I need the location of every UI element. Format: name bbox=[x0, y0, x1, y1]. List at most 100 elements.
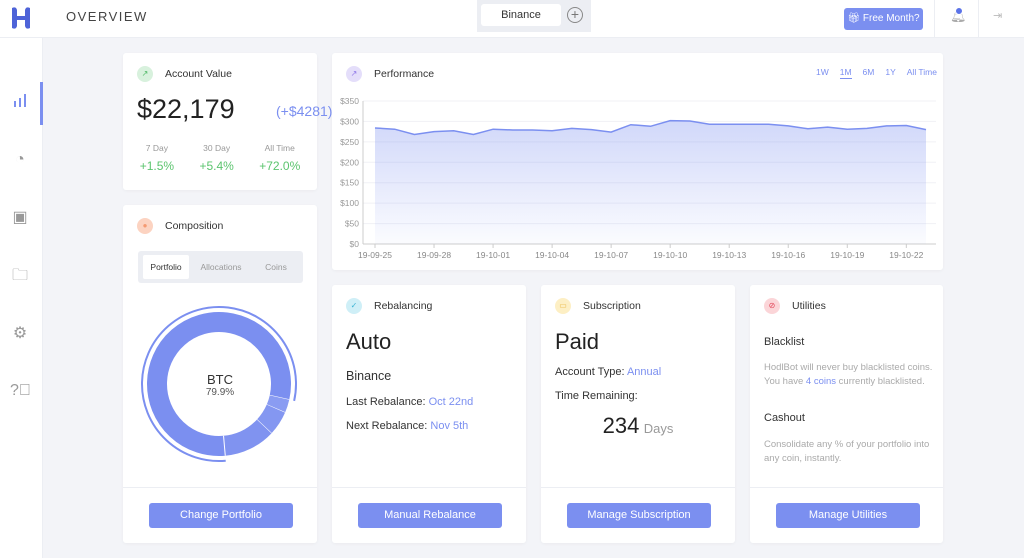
days-remaining: 234 Days bbox=[602, 413, 674, 438]
y-tick-label: $350 bbox=[340, 96, 359, 106]
blacklist-text: HodlBot will never buy blacklisted coins… bbox=[764, 362, 933, 387]
card-title: Performance bbox=[374, 68, 435, 80]
blacklist-title: Blacklist bbox=[764, 336, 805, 348]
free-month-button[interactable]: 🎁︎ Free Month? bbox=[844, 8, 923, 30]
tab-allocations[interactable]: Allocations bbox=[200, 262, 242, 272]
slice-separator bbox=[223, 435, 226, 456]
donut-slice bbox=[256, 404, 286, 434]
card-title: Utilities bbox=[792, 300, 826, 312]
x-tick-label: 19-10-13 bbox=[712, 250, 746, 260]
donut-slice bbox=[147, 312, 291, 456]
x-tick-label: 19-09-25 bbox=[358, 250, 392, 260]
notification-badge bbox=[955, 7, 963, 15]
y-tick-label: $100 bbox=[340, 198, 359, 208]
y-tick-label: $200 bbox=[340, 157, 359, 167]
range-selector: 1W 1M 6M 1Y All Time bbox=[816, 67, 937, 79]
time-remaining-label: Time Remaining: bbox=[555, 390, 638, 402]
account-value-card: ↗ Account Value $22,179 (+$4281) 7 Day +1.… bbox=[123, 53, 332, 190]
change-portfolio-button[interactable]: Change Portfolio bbox=[149, 503, 293, 528]
tab-portfolio[interactable]: Portfolio bbox=[143, 255, 189, 279]
card-title: Rebalancing bbox=[374, 300, 433, 312]
range-1y[interactable]: 1Y bbox=[885, 67, 896, 77]
subscription-card: ▭ Subscription Paid Account Type: Annual … bbox=[541, 285, 735, 543]
tab-binance[interactable]: Binance bbox=[481, 4, 561, 26]
x-tick-label: 19-10-22 bbox=[889, 250, 923, 260]
next-rebalance: Next Rebalance: Nov 5th bbox=[346, 420, 469, 432]
slice-separator bbox=[269, 394, 290, 401]
chip-icon[interactable]: ▣ bbox=[12, 209, 28, 226]
range-1w[interactable]: 1W bbox=[815, 67, 829, 77]
performance-card: ↗ Performance 1W 1M 6M 1Y All Time $0 $50 $… bbox=[332, 53, 943, 270]
manual-rebalance-button[interactable]: Manual Rebalance bbox=[358, 503, 502, 528]
rebalancing-card: ✓ Rebalancing Auto Binance Last Rebalance… bbox=[332, 285, 526, 543]
composition-tabs: Portfolio Allocations Coins bbox=[138, 251, 303, 283]
account-value: $22,179 bbox=[137, 94, 235, 124]
y-tick-label: $150 bbox=[340, 178, 359, 188]
card-title: Composition bbox=[165, 220, 224, 232]
page-title: OVERVIEW bbox=[66, 9, 148, 24]
tab-coins[interactable]: Coins bbox=[265, 262, 287, 272]
folder-icon[interactable]: 🗀 bbox=[11, 267, 28, 284]
sidebar: ◔ ▣ 🗀 ⚙ ?⃝ bbox=[0, 38, 43, 558]
cashout-title: Cashout bbox=[764, 412, 805, 424]
check-icon: ✓ bbox=[346, 298, 362, 314]
card-title: Subscription bbox=[583, 300, 641, 312]
range-all-time[interactable]: All Time bbox=[906, 67, 937, 77]
donut-slice bbox=[266, 395, 290, 413]
account-change: (+$4281) bbox=[276, 103, 333, 119]
composition-card: ● Composition Portfolio Allocations Coins… bbox=[123, 205, 317, 543]
help-icon[interactable]: ?⃝ bbox=[10, 382, 31, 399]
donut-slice bbox=[223, 419, 272, 456]
center-value: 79.9% bbox=[205, 387, 235, 398]
blacklist-link[interactable]: 4 coins bbox=[805, 376, 837, 387]
composition-donut[interactable] bbox=[123, 300, 317, 470]
pie-chart-icon[interactable]: ◔ bbox=[15, 151, 25, 168]
range-6m[interactable]: 6M bbox=[862, 67, 875, 77]
gift-icon: 🎁︎ bbox=[847, 13, 863, 24]
free-month-label: Free Month? bbox=[862, 13, 920, 24]
area-fill bbox=[375, 120, 926, 244]
logout-icon[interactable]: ⇥ bbox=[993, 10, 1003, 22]
exchange-tabs: Binance + bbox=[477, 0, 591, 32]
stat-30day: 30 Day +5.4% bbox=[199, 143, 234, 173]
x-tick-label: 19-10-10 bbox=[653, 250, 687, 260]
rebalance-mode: Auto bbox=[346, 329, 392, 354]
utilities-card: ⊘ Utilities Blacklist HodlBot will never … bbox=[750, 285, 943, 543]
y-tick-label: $300 bbox=[340, 116, 359, 126]
account-type: Account Type: Annual bbox=[555, 366, 662, 378]
bar-chart-icon[interactable] bbox=[10, 93, 30, 113]
highlight-arc bbox=[141, 306, 297, 462]
cashout-text: Consolidate any % of your portfolio into… bbox=[764, 439, 930, 464]
card-icon: ▭ bbox=[555, 298, 571, 314]
add-tab-icon[interactable]: + bbox=[567, 7, 583, 23]
center-label: BTC bbox=[207, 372, 233, 387]
gear-icon[interactable]: ⚙ bbox=[12, 325, 28, 342]
ban-icon: ⊘ bbox=[764, 298, 780, 314]
donut-center: BTC 79.9% bbox=[123, 372, 317, 398]
active-indicator bbox=[40, 82, 43, 125]
y-tick-label: $50 bbox=[345, 219, 359, 229]
manage-utilities-button[interactable]: Manage Utilities bbox=[776, 503, 920, 528]
last-rebalance: Last Rebalance: Oct 22nd bbox=[346, 396, 474, 408]
x-tick-label: 19-10-07 bbox=[594, 250, 628, 260]
x-tick-label: 19-09-28 bbox=[417, 250, 451, 260]
range-1m[interactable]: 1M bbox=[839, 67, 852, 79]
y-tick-label: $0 bbox=[350, 239, 360, 249]
x-tick-label: 19-10-04 bbox=[535, 250, 569, 260]
exchange-name: Binance bbox=[346, 369, 392, 383]
top-bar: OVERVIEW Binance + 🎁︎ Free Month? 🔔︎ ⇥ bbox=[0, 0, 1024, 38]
hodlbot-logo[interactable] bbox=[10, 6, 32, 30]
card-title: Account Value bbox=[165, 68, 232, 80]
performance-chart: $0 $50 $100 $150 $200 $250 $300 $350 19-09-25 19-… bbox=[340, 96, 936, 260]
trend-up-icon: ↗ bbox=[137, 66, 153, 82]
trend-up-icon: ↗ bbox=[346, 66, 362, 82]
manage-subscription-button[interactable]: Manage Subscription bbox=[567, 503, 711, 528]
slice-separator bbox=[256, 419, 272, 434]
x-tick-label: 19-10-16 bbox=[771, 250, 805, 260]
subscription-status: Paid bbox=[555, 329, 600, 354]
eye-icon: ● bbox=[137, 218, 153, 234]
x-tick-label: 19-10-19 bbox=[830, 250, 864, 260]
y-tick-label: $250 bbox=[340, 137, 359, 147]
x-tick-label: 19-10-01 bbox=[476, 250, 510, 260]
stat-7day: 7 Day +1.5% bbox=[139, 143, 175, 173]
